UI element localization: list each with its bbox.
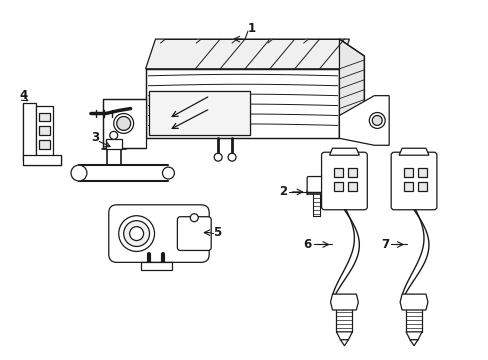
- Circle shape: [71, 165, 87, 181]
- Polygon shape: [36, 105, 53, 158]
- Bar: [417, 182, 426, 191]
- Polygon shape: [339, 39, 364, 138]
- Bar: [39, 126, 50, 135]
- Circle shape: [114, 113, 133, 133]
- FancyBboxPatch shape: [306, 176, 324, 192]
- Text: 2: 2: [278, 185, 286, 198]
- Text: 7: 7: [380, 238, 388, 251]
- Circle shape: [119, 216, 154, 251]
- Text: 6: 6: [303, 238, 311, 251]
- Bar: [39, 140, 50, 149]
- Polygon shape: [23, 103, 36, 160]
- Polygon shape: [340, 340, 347, 346]
- FancyBboxPatch shape: [390, 152, 436, 210]
- Polygon shape: [148, 91, 249, 135]
- Circle shape: [371, 116, 382, 125]
- Polygon shape: [329, 148, 359, 155]
- Bar: [105, 139, 122, 149]
- Polygon shape: [330, 294, 358, 310]
- Circle shape: [129, 227, 143, 240]
- Bar: [347, 168, 357, 177]
- FancyBboxPatch shape: [321, 152, 366, 210]
- Polygon shape: [405, 332, 421, 340]
- Polygon shape: [145, 69, 339, 138]
- Polygon shape: [102, 99, 145, 148]
- Circle shape: [227, 153, 236, 161]
- Bar: [403, 182, 412, 191]
- Circle shape: [162, 167, 174, 179]
- Bar: [417, 168, 426, 177]
- Text: 5: 5: [213, 226, 221, 239]
- Bar: [334, 182, 343, 191]
- FancyBboxPatch shape: [177, 217, 211, 251]
- Polygon shape: [23, 155, 61, 165]
- Bar: [403, 168, 412, 177]
- Bar: [334, 168, 343, 177]
- Polygon shape: [336, 332, 352, 340]
- Circle shape: [214, 153, 222, 161]
- Text: 1: 1: [247, 22, 256, 35]
- Circle shape: [190, 214, 198, 222]
- Circle shape: [109, 131, 118, 139]
- Polygon shape: [398, 148, 428, 155]
- Circle shape: [123, 221, 149, 247]
- Circle shape: [117, 117, 130, 130]
- Polygon shape: [409, 340, 417, 346]
- Circle shape: [368, 113, 385, 129]
- Text: 3: 3: [91, 131, 99, 144]
- Bar: [39, 113, 50, 121]
- Polygon shape: [145, 39, 349, 69]
- Polygon shape: [339, 96, 388, 145]
- Polygon shape: [399, 294, 427, 310]
- Bar: [141, 262, 172, 270]
- Text: 4: 4: [19, 89, 27, 102]
- FancyBboxPatch shape: [108, 205, 209, 262]
- Bar: [347, 182, 357, 191]
